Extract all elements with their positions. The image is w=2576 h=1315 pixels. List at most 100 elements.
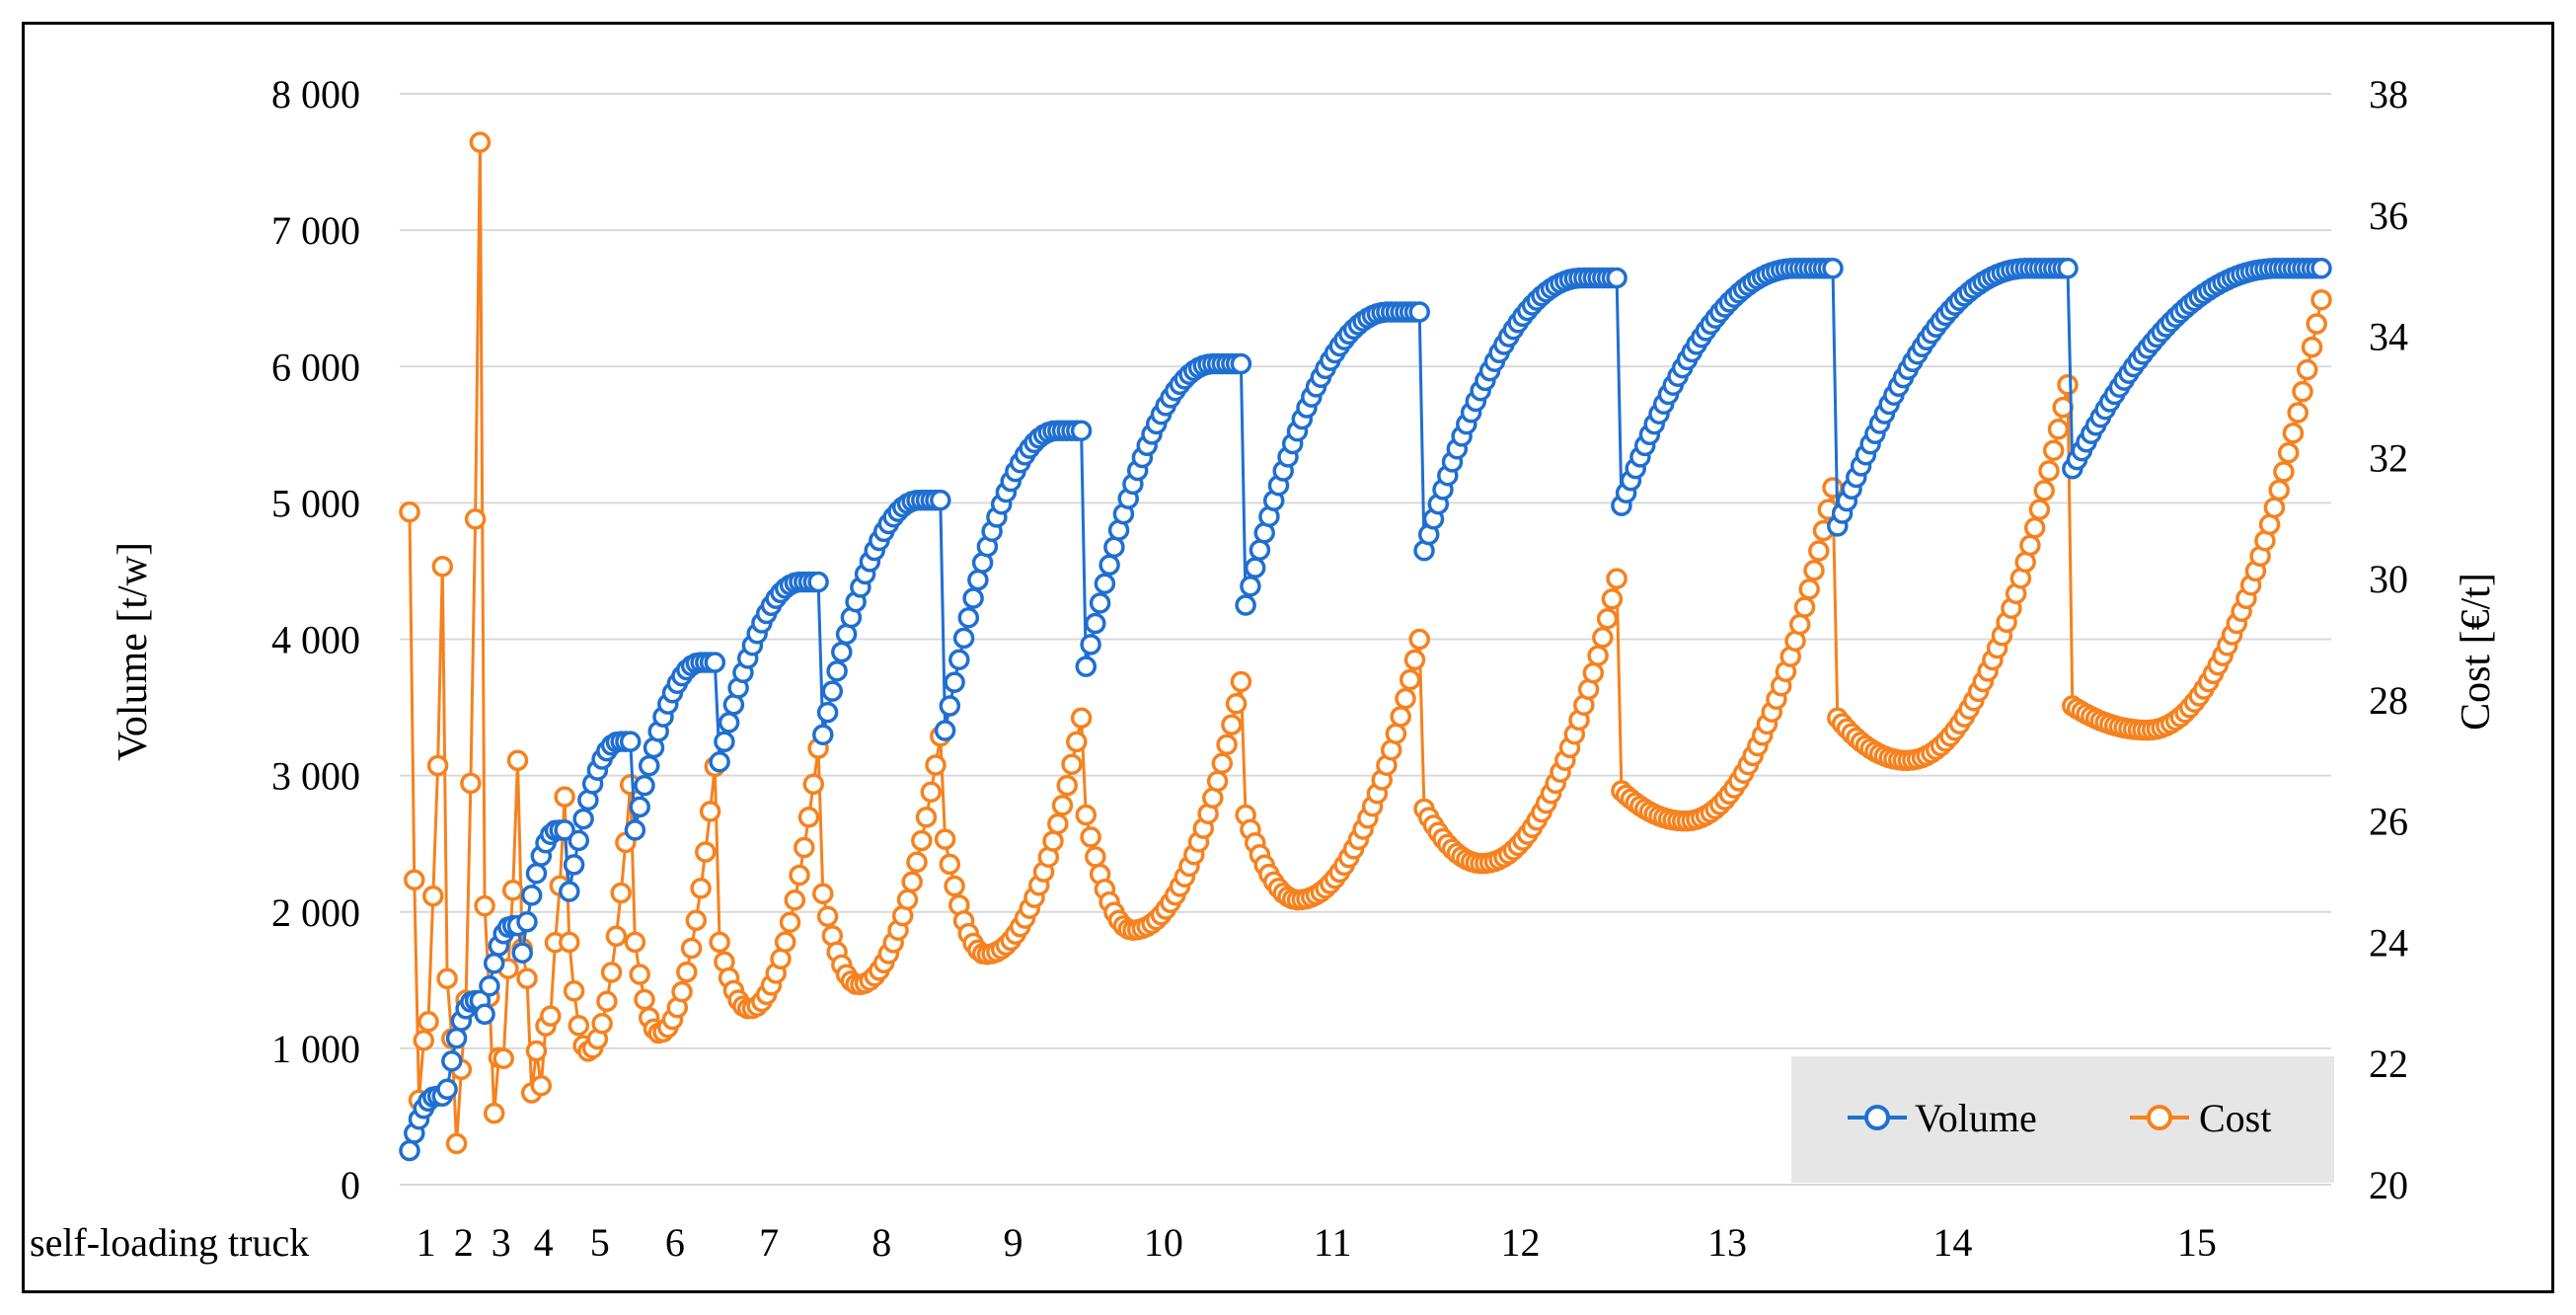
volume-point (445, 1027, 468, 1049)
volume-point (399, 1139, 420, 1162)
cost-point (920, 781, 943, 804)
volume-point (483, 952, 505, 974)
cost-point (431, 556, 454, 578)
volume-point (812, 724, 834, 745)
cost-point (2047, 419, 2070, 440)
series-volume (399, 258, 2332, 1162)
volume-point (714, 731, 735, 753)
legend-volume-marker (1864, 1105, 1890, 1130)
cost-point (901, 871, 923, 892)
x-axis-label: self-loading truck (30, 1220, 309, 1265)
cost-point (1582, 661, 1605, 684)
volume-point (559, 881, 580, 902)
cost-point (2263, 497, 2286, 518)
cost-point (422, 885, 444, 907)
cost-point (634, 988, 655, 1011)
volume-point (2311, 258, 2332, 279)
cost-point (525, 1040, 548, 1062)
volume-point (1075, 656, 1098, 677)
cost-point (629, 964, 650, 985)
x-tick-label: 3 (492, 1220, 511, 1265)
y-tick-label: 0 (341, 1163, 360, 1207)
volume-point (516, 911, 538, 933)
x-tick-label: 4 (534, 1220, 554, 1265)
volume-point (479, 975, 500, 997)
cost-point (2023, 516, 2046, 539)
cost-point (554, 786, 575, 808)
y2-tick-label: 38 (2369, 72, 2408, 116)
cost-point (426, 754, 449, 777)
x-tick-label: 12 (1501, 1220, 1541, 1265)
volume-point (619, 731, 642, 752)
y2-tick-label: 30 (2369, 557, 2408, 601)
cost-point (483, 1102, 505, 1124)
x-tick-label: 14 (1932, 1220, 1972, 1265)
cost-point (812, 883, 834, 905)
volume-point (1070, 420, 1093, 441)
cost-point (2019, 534, 2041, 557)
cost-point (784, 889, 806, 911)
volume-point (520, 885, 543, 906)
cost-point (1803, 560, 1825, 581)
volume-point (1606, 267, 1628, 289)
volume-point (624, 819, 646, 841)
volume-point (709, 751, 730, 773)
cost-point (474, 894, 495, 917)
cost-point (2282, 422, 2305, 444)
cost-point (516, 967, 538, 989)
cost-point (600, 962, 623, 983)
y2-tick-label: 20 (2369, 1163, 2408, 1207)
cost-point (2042, 439, 2065, 461)
cost-point (399, 501, 420, 523)
cost-point (1080, 826, 1101, 848)
cost-point (2296, 358, 2318, 381)
cost-point (1808, 540, 1830, 562)
x-tick-label: 8 (871, 1220, 891, 1265)
cost-point (2033, 480, 2055, 502)
cost-point (1221, 714, 1243, 735)
volume-point (1235, 594, 1256, 616)
cost-point (1395, 687, 1416, 710)
volume-point (525, 862, 548, 885)
cost-point (2052, 396, 2074, 419)
x-tick-label: 7 (759, 1220, 779, 1265)
legend-volume-label: Volume (1915, 1096, 2037, 1140)
cost-point (2292, 380, 2313, 403)
y2-tick-label: 28 (2369, 678, 2408, 723)
volume-point (1822, 258, 1844, 279)
cost-point (469, 131, 492, 153)
volume-point (816, 701, 839, 724)
cost-point (2287, 402, 2309, 424)
cost-point (2014, 551, 2036, 574)
cost-point (794, 836, 815, 859)
cost-point (1596, 607, 1619, 630)
cost-point (596, 990, 618, 1013)
volume-point (2057, 258, 2079, 279)
y2-axis-label: Cost [€/t] (2454, 573, 2499, 731)
cost-point (1403, 649, 1426, 671)
cost-point (2268, 479, 2290, 502)
volume-line (408, 267, 2321, 1151)
volume-point (441, 1050, 463, 1072)
x-tick-label: 5 (590, 1220, 610, 1265)
cost-point (1601, 588, 1624, 610)
cost-point (417, 1011, 439, 1033)
volume-point (962, 587, 984, 609)
volume-point (436, 1078, 458, 1101)
cost-point (492, 1047, 514, 1069)
legend-cost-label: Cost (2199, 1096, 2271, 1140)
y2-tick-label: 26 (2369, 800, 2408, 844)
x-tick-label: 15 (2177, 1220, 2217, 1265)
cost-point (1047, 812, 1069, 835)
cost-point (934, 828, 956, 850)
cost-point (1230, 670, 1252, 693)
volume-point (1080, 634, 1101, 656)
cost-point (2057, 373, 2079, 396)
cost-point (1822, 477, 1844, 499)
cost-point (779, 911, 801, 933)
x-tick-label: 6 (665, 1220, 685, 1265)
cost-point (445, 1132, 468, 1155)
cost-point (802, 773, 825, 796)
cost-point (939, 853, 961, 876)
y-axis-ticks: 0 1 000 2 000 3 000 4 000 5 000 6 000 7 000 8 00… (271, 72, 360, 1207)
